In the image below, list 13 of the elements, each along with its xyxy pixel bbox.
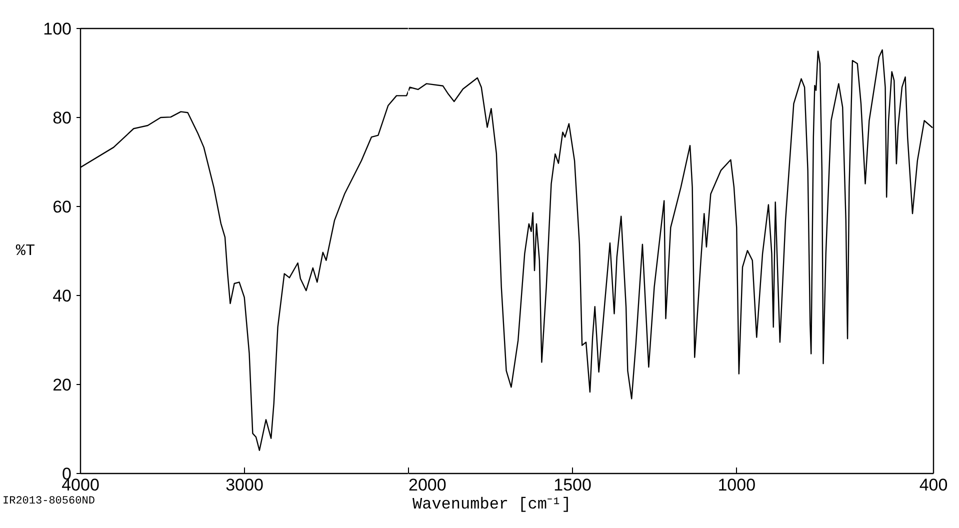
x-axis-title: Wavenumber [cm⁻¹] bbox=[412, 496, 572, 514]
x-tick-label: 1000 bbox=[718, 476, 756, 494]
y-tick-label: 60 bbox=[52, 198, 72, 216]
x-tick-label: 1500 bbox=[554, 476, 592, 494]
y-tick-label: 20 bbox=[52, 376, 72, 394]
x-tick-label: 2000 bbox=[408, 476, 446, 494]
y-tick-label: 80 bbox=[52, 108, 72, 128]
text: IR2013-80560ND bbox=[2, 496, 96, 508]
y-tick-label: 100 bbox=[43, 20, 72, 38]
y-tick-label: 40 bbox=[52, 286, 72, 306]
y-axis-title: %T bbox=[16, 242, 36, 260]
x-tick-label: 400 bbox=[919, 476, 948, 494]
x-tick-label: 3000 bbox=[226, 476, 264, 494]
